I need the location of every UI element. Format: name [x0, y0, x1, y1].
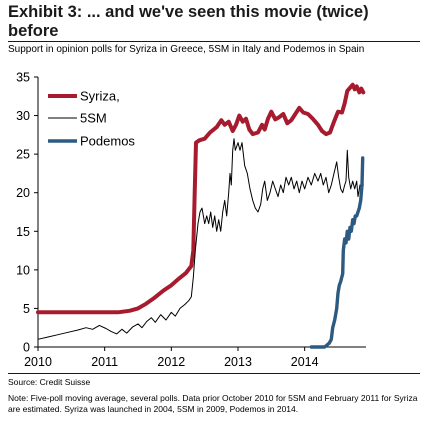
y-tick-label: 25 — [16, 148, 30, 162]
y-tick-label: 35 — [16, 71, 30, 85]
chart-axes: 0 5 10 15 20 25 30 35 2010 2011 2012 2013 2014 — [16, 71, 366, 369]
legend-label: Syriza, — [80, 89, 120, 104]
note-text: Note: Five-poll moving average, several … — [8, 393, 418, 414]
y-tick-label: 0 — [23, 341, 30, 355]
y-tick-label: 15 — [16, 225, 30, 239]
line-chart: 0 5 10 15 20 25 30 35 2010 2011 2012 2013 2014 Syriz… — [16, 71, 366, 369]
source-text: Source: Credit Suisse — [8, 377, 91, 387]
legend-label: Podemos — [80, 134, 135, 149]
y-tick-label: 5 — [23, 302, 30, 316]
x-tick-label: 2012 — [157, 355, 185, 369]
y-tick-label: 30 — [16, 109, 30, 123]
footer-divider — [8, 373, 420, 374]
x-tick-label: 2011 — [91, 355, 118, 369]
series-line-podemos — [309, 156, 365, 349]
x-tick-label: 2010 — [24, 355, 52, 369]
y-tick-label: 10 — [16, 263, 30, 277]
x-tick-label: 2013 — [224, 355, 252, 369]
chart-title: Exhibit 3: ... and we've seen this movie… — [8, 3, 369, 40]
chart-subtitle: Support in opinion polls for Syriza in G… — [8, 44, 365, 55]
legend-label: 5SM — [80, 111, 107, 126]
chart-series — [36, 82, 366, 349]
chart-legend: Syriza, 5SM Podemos — [48, 89, 135, 149]
x-tick-label: 2014 — [291, 355, 319, 369]
title-divider — [8, 41, 420, 42]
y-tick-label: 20 — [16, 186, 30, 200]
series-line-syriza — [36, 82, 366, 315]
series-line-5sm — [37, 138, 364, 340]
